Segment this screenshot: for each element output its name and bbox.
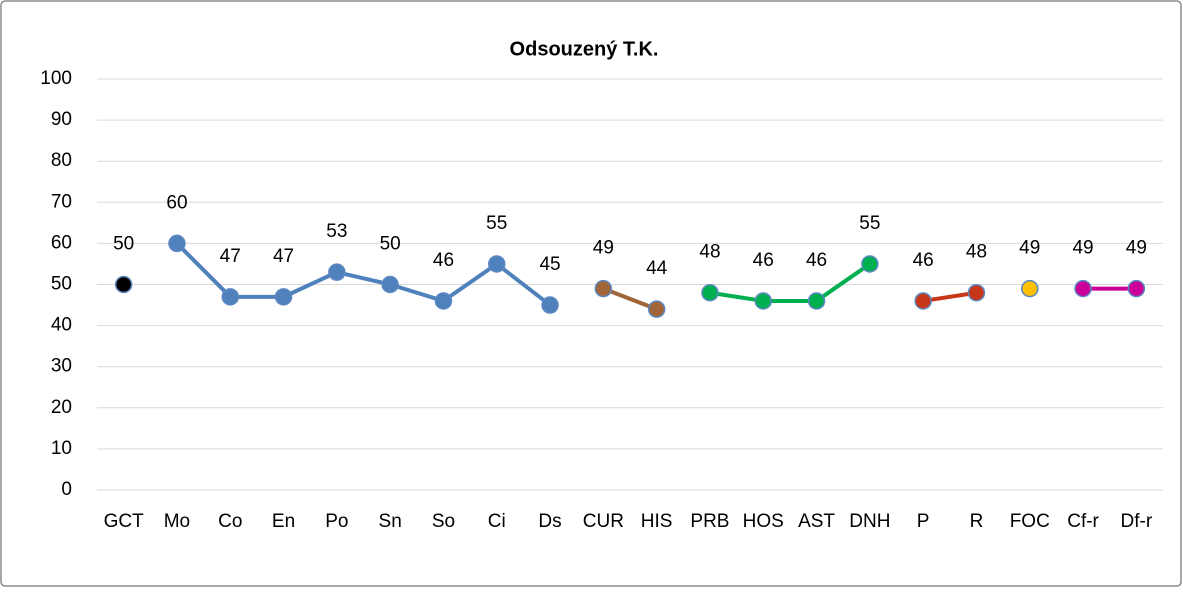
x-tick-label: PRB	[690, 511, 729, 532]
y-tick-label: 70	[51, 191, 72, 212]
data-label: 46	[913, 250, 934, 271]
x-tick-label: AST	[798, 511, 835, 532]
data-point	[488, 255, 506, 273]
x-tick-label: Ci	[488, 511, 506, 532]
data-point	[541, 296, 559, 314]
data-label: 48	[966, 242, 987, 263]
x-tick-label: Ds	[538, 511, 561, 532]
x-tick-label: DNH	[849, 511, 890, 532]
x-tick-label: Mo	[164, 511, 190, 532]
chart-title: Odsouzený T.K.	[510, 38, 659, 60]
y-tick-label: 40	[51, 315, 72, 336]
data-point	[221, 288, 239, 306]
x-tick-label: Po	[325, 511, 348, 532]
data-label: 53	[326, 221, 347, 242]
series-line	[709, 262, 871, 303]
x-tick-label: Sn	[379, 511, 402, 532]
data-label: 46	[753, 250, 774, 271]
x-tick-label: FOC	[1010, 511, 1050, 532]
data-label: 49	[1072, 238, 1093, 259]
series-line	[175, 241, 552, 307]
x-tick-label: CUR	[583, 511, 624, 532]
x-tick-label: Df-r	[1121, 511, 1153, 532]
data-point	[381, 275, 399, 294]
data-label: 48	[699, 242, 720, 263]
y-tick-label: 80	[51, 150, 72, 171]
data-point	[274, 288, 293, 306]
data-point	[701, 283, 719, 302]
x-tick-label: En	[272, 511, 295, 532]
x-tick-label: So	[432, 511, 455, 532]
data-label: 50	[113, 234, 134, 255]
data-label: 45	[539, 254, 560, 275]
y-tick-label: 20	[51, 397, 72, 418]
y-tick-label: 10	[51, 438, 72, 459]
data-label: 46	[806, 250, 827, 271]
data-point	[647, 300, 666, 318]
data-label: 49	[593, 238, 614, 259]
y-tick-label: 100	[40, 68, 72, 89]
x-tick-label: GCT	[104, 511, 145, 532]
data-point	[1074, 279, 1092, 298]
x-tick-label: P	[917, 511, 930, 532]
x-tick-label: R	[970, 511, 984, 532]
data-label: 47	[273, 246, 294, 267]
data-point	[914, 292, 932, 310]
data-label: 55	[859, 213, 880, 234]
series-line	[602, 286, 658, 312]
data-label: 44	[646, 258, 668, 279]
x-tick-label: HIS	[641, 511, 673, 532]
data-label: 49	[1126, 238, 1147, 259]
data-label: 46	[433, 250, 454, 271]
data-label: 47	[220, 246, 241, 267]
data-point	[1021, 279, 1039, 298]
series-line	[922, 290, 977, 303]
data-point	[114, 275, 133, 294]
x-tick-label: Co	[218, 511, 242, 532]
data-label: 60	[166, 192, 187, 213]
data-label: 55	[486, 213, 507, 234]
y-tick-label: 30	[51, 356, 72, 377]
data-point	[434, 292, 453, 310]
y-tick-label: 90	[51, 109, 72, 130]
data-point	[168, 234, 186, 253]
data-label: 50	[380, 234, 401, 255]
data-label: 49	[1019, 238, 1040, 259]
y-tick-label: 0	[61, 479, 72, 500]
data-point	[967, 283, 986, 302]
x-tick-label: HOS	[743, 511, 784, 532]
data-point	[328, 263, 346, 281]
data-point	[807, 292, 826, 310]
data-point	[1127, 279, 1146, 298]
data-point	[754, 292, 772, 310]
data-point	[861, 255, 879, 273]
y-tick-label: 50	[51, 274, 72, 295]
x-tick-label: Cf-r	[1067, 511, 1099, 532]
y-tick-label: 60	[51, 232, 72, 253]
data-point	[594, 279, 613, 298]
